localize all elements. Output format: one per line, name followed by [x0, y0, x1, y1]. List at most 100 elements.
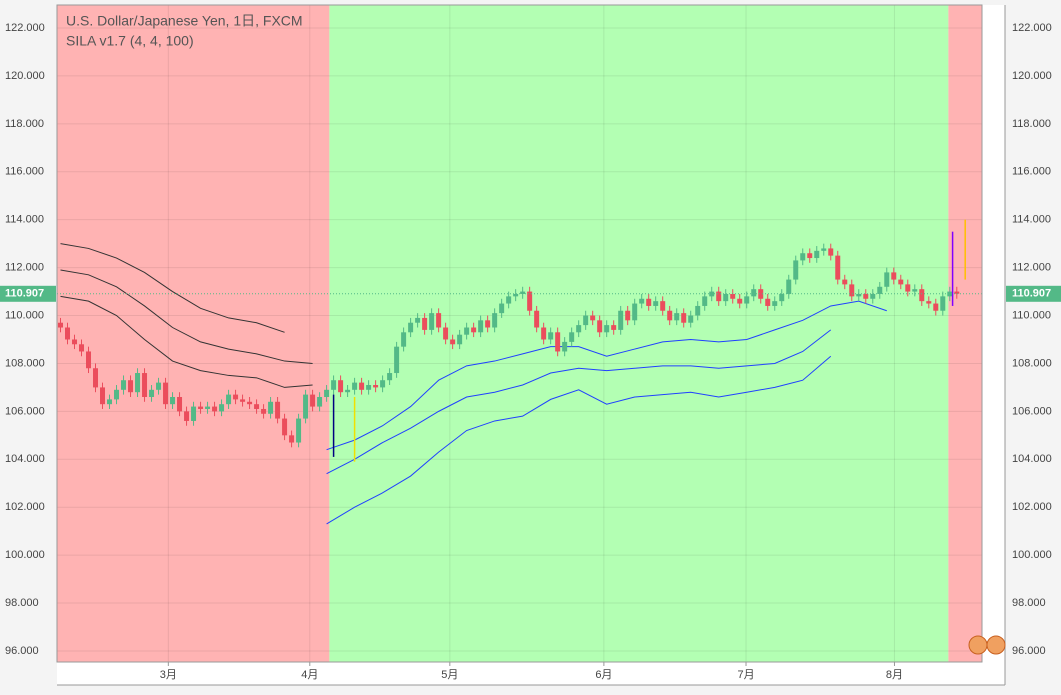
candle-body	[863, 293, 869, 299]
candle-body	[212, 406, 218, 412]
candle-body	[800, 253, 806, 261]
y-tick-label: 122.000	[5, 22, 45, 34]
signal-region	[57, 5, 330, 662]
candle-body	[408, 322, 414, 333]
price-tag	[0, 285, 56, 302]
y-tick-label: 106.000	[5, 405, 45, 417]
y-tick-label: 114.000	[1012, 214, 1051, 226]
candle-body	[296, 418, 302, 443]
y-tick-label: 122.000	[1012, 22, 1052, 34]
candle-body	[590, 315, 596, 321]
signal-region	[948, 5, 982, 662]
candle-body	[597, 320, 603, 333]
candle-body	[954, 291, 960, 294]
candle-body	[793, 260, 799, 280]
candle-body	[835, 255, 841, 280]
candle-body	[114, 389, 120, 400]
candle-body	[506, 296, 512, 304]
y-tick-label: 118.000	[5, 118, 44, 130]
candle-body	[779, 293, 785, 302]
y-tick-label: 96.000	[1012, 645, 1046, 657]
candle-body	[233, 394, 239, 400]
candle-body	[807, 253, 813, 259]
y-tick-label: 118.000	[1012, 118, 1051, 130]
candle-body	[499, 303, 505, 314]
y-tick-label: 114.000	[5, 214, 44, 226]
x-tick-label: 5月	[441, 669, 458, 681]
candle-body	[107, 399, 113, 405]
y-tick-label: 116.000	[5, 166, 44, 178]
candle-body	[912, 289, 918, 292]
candle-body	[548, 332, 554, 340]
x-tick-label: 7月	[737, 669, 754, 681]
candle-body	[541, 327, 547, 340]
flag-icon[interactable]	[986, 635, 1006, 655]
candle-body	[947, 291, 953, 297]
candle-body	[513, 293, 519, 297]
candle-body	[492, 313, 498, 328]
candle-body	[457, 334, 463, 345]
candle-body	[415, 317, 421, 323]
candle-body	[324, 389, 330, 397]
candle-body	[394, 346, 400, 374]
indicator-line	[60, 295, 313, 388]
candle-body	[100, 387, 106, 405]
candle-body	[765, 298, 771, 306]
candle-body	[86, 351, 92, 369]
candle-body	[569, 332, 575, 342]
candle-body	[359, 382, 365, 390]
candle-body	[905, 284, 911, 292]
candle-body	[471, 327, 477, 333]
indicator-line	[60, 243, 285, 333]
candle-body	[786, 279, 792, 294]
candle-body	[527, 291, 533, 311]
candle-body	[289, 435, 295, 443]
candle-body	[730, 293, 736, 299]
candle-body	[828, 248, 834, 256]
y-tick-label: 104.000	[5, 453, 45, 465]
candle-body	[534, 310, 540, 328]
candle-body	[380, 380, 386, 388]
candle-body	[422, 317, 428, 330]
y-tick-label: 100.000	[5, 549, 45, 561]
y-tick-label: 104.000	[1012, 453, 1052, 465]
candle-body	[674, 313, 680, 321]
candle-body	[219, 404, 225, 412]
candle-body	[667, 310, 673, 321]
price-label: 110.907	[5, 288, 44, 300]
candle-body	[93, 368, 99, 388]
candle-body	[877, 286, 883, 294]
candle-body	[604, 325, 610, 333]
candle-body	[576, 325, 582, 333]
y-tick-label: 98.000	[5, 597, 39, 609]
candle-body	[562, 341, 568, 352]
flag-icon[interactable]	[968, 635, 988, 655]
plot-area	[57, 5, 982, 662]
y-tick-label: 108.000	[5, 357, 45, 369]
candle-body	[639, 298, 645, 304]
candle-body	[429, 313, 435, 330]
candle-body	[632, 303, 638, 321]
candle-body	[303, 394, 309, 419]
candle-body	[891, 272, 897, 280]
candle-body	[842, 279, 848, 285]
candle-body	[758, 289, 764, 299]
candle-body	[156, 382, 162, 390]
indicator-line	[326, 300, 887, 451]
candle-body	[737, 298, 743, 304]
candle-body	[254, 404, 260, 409]
candle-body	[268, 401, 274, 414]
y-tick-label: 110.000	[1012, 309, 1051, 321]
x-tick-label: 6月	[595, 669, 612, 681]
y-tick-label: 102.000	[5, 501, 45, 513]
candle-body	[744, 296, 750, 304]
chart-title: U.S. Dollar/Japanese Yen, 1日, FXCM	[66, 13, 303, 29]
x-tick-label: 4月	[301, 669, 318, 681]
candle-body	[177, 396, 183, 412]
price-tag	[1006, 285, 1061, 302]
candle-body	[821, 248, 827, 251]
candle-body	[72, 339, 78, 345]
candle-body	[485, 320, 491, 328]
y-tick-label: 110.000	[5, 309, 44, 321]
